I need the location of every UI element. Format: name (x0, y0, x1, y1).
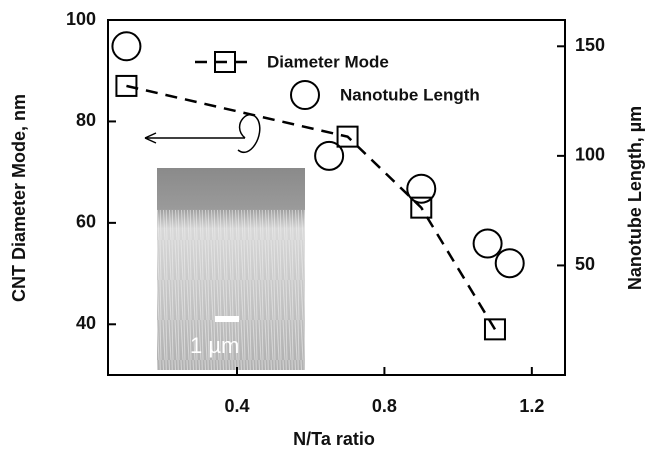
series-line (126, 84, 497, 331)
legend-marker (214, 51, 236, 73)
data-point (111, 31, 142, 62)
y2-tick-label: 50 (575, 254, 595, 274)
x-axis-title: N/Ta ratio (293, 429, 375, 449)
y2-tick-label: 150 (575, 35, 605, 55)
plot-frame (107, 19, 566, 376)
x-tick-label: 1.2 (519, 396, 544, 416)
y2-tick-label: 100 (575, 145, 605, 165)
data-point (472, 228, 503, 259)
y-tick-label: 100 (66, 9, 96, 29)
y-tick-label: 80 (76, 110, 96, 130)
y-tick-label: 40 (76, 313, 96, 333)
data-point (314, 140, 345, 171)
data-point (115, 74, 138, 97)
x-tick-label: 0.4 (224, 396, 249, 416)
legend-label: Diameter Mode (267, 52, 389, 71)
y2-axis-title: Nanotube Length, µm (625, 106, 645, 290)
inset-image: 1 µm (157, 168, 305, 370)
data-point (494, 248, 525, 279)
data-point (410, 196, 433, 219)
arrow (144, 113, 261, 153)
data-point (406, 173, 437, 204)
y-axis-title: CNT Diameter Mode, nm (9, 94, 29, 302)
inset-label: 1 µm (190, 333, 239, 358)
legend-marker (290, 80, 320, 110)
data-point (336, 125, 359, 148)
y-tick-label: 60 (76, 212, 96, 232)
x-tick-label: 0.8 (372, 396, 397, 416)
data-point (483, 318, 506, 341)
legend-label: Nanotube Length (340, 85, 480, 104)
